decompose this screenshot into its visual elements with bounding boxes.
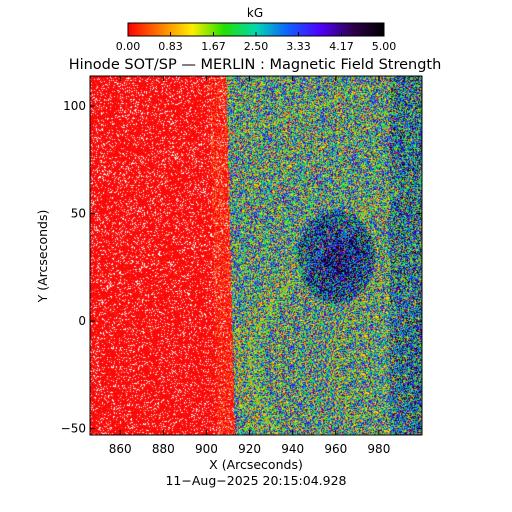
timestamp: 11−Aug−2025 20:15:04.928 bbox=[165, 473, 346, 488]
colorbar-label: kG bbox=[247, 6, 263, 20]
y-tick-label: 50 bbox=[71, 207, 86, 221]
x-tick-label: 920 bbox=[238, 442, 261, 456]
plot-frame bbox=[89, 75, 423, 436]
x-tick-label: 940 bbox=[281, 442, 304, 456]
colorbar-tick-label: 2.50 bbox=[244, 40, 269, 53]
colorbar-ticks: 0.00 0.83 1.67 2.50 3.33 4.17 5.00 bbox=[116, 32, 397, 53]
y-tick-label: 0 bbox=[78, 314, 86, 328]
colorbar-tick-label: 5.00 bbox=[372, 40, 397, 53]
x-axis-label: X (Arcseconds) bbox=[209, 457, 303, 472]
x-tick-label: 960 bbox=[324, 442, 347, 456]
colorbar-tick-label: 1.67 bbox=[201, 40, 226, 53]
y-axis-label: Y (Arcseconds) bbox=[35, 210, 50, 304]
chart-title: Hinode SOT/SP — MERLIN : Magnetic Field … bbox=[69, 57, 442, 73]
x-tick-label: 900 bbox=[195, 442, 218, 456]
colorbar-tick-label: 0.83 bbox=[158, 40, 183, 53]
y-axis: −50 0 50 100 bbox=[61, 99, 422, 436]
colorbar-tick-label: 4.17 bbox=[329, 40, 354, 53]
x-tick-label: 880 bbox=[152, 442, 175, 456]
x-tick-label: 980 bbox=[367, 442, 390, 456]
colorbar-tick-label: 0.00 bbox=[116, 40, 141, 53]
plot-area bbox=[89, 75, 423, 436]
x-axis: 860 880 900 920 940 960 980 bbox=[109, 76, 390, 456]
y-tick-label: 100 bbox=[63, 99, 86, 113]
x-tick-label: 860 bbox=[109, 442, 132, 456]
heatmap-image bbox=[90, 76, 422, 435]
colorbar-tick-label: 3.33 bbox=[286, 40, 311, 53]
y-tick-label: −50 bbox=[61, 422, 86, 436]
